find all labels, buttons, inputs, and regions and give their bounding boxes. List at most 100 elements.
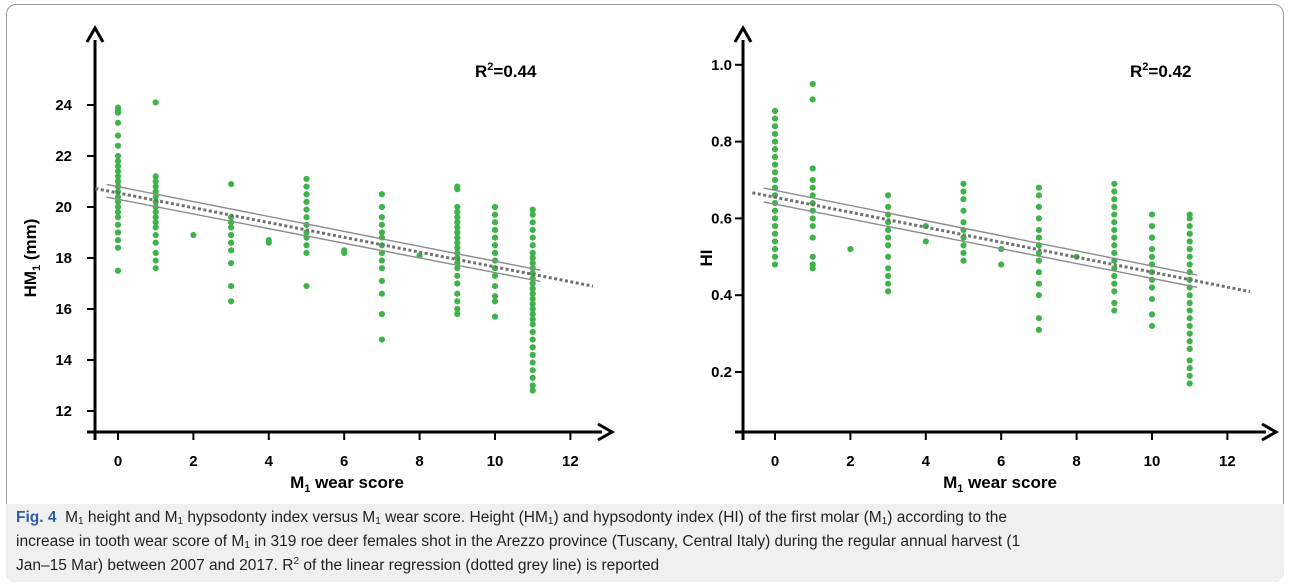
data-point — [491, 219, 499, 226]
x-tick-label: 0 — [114, 453, 122, 470]
data-point — [1148, 322, 1156, 330]
y-axis-arrowhead — [85, 24, 105, 43]
data-point — [378, 221, 385, 228]
data-point — [1186, 322, 1193, 330]
data-point — [152, 231, 159, 239]
data-point — [1148, 311, 1156, 318]
data-point — [454, 311, 461, 318]
x-tick-label: 10 — [1144, 453, 1161, 470]
data-point — [228, 239, 235, 246]
data-point — [114, 221, 122, 228]
caption-text: Jan–15 Mar) between 2007 and 2017. R — [16, 557, 294, 574]
caption-line-2: increase in tooth wear score of M1 in 31… — [16, 530, 1266, 554]
data-point — [529, 367, 536, 374]
data-point — [960, 196, 967, 203]
data-point — [1035, 292, 1042, 299]
data-point — [228, 260, 235, 267]
data-point — [491, 282, 499, 290]
data-point — [771, 146, 779, 153]
data-point — [771, 238, 779, 245]
data-point — [771, 261, 779, 268]
data-point — [491, 249, 499, 256]
y-ticks: 12 14 16 18 20 22 24 — [55, 97, 95, 420]
data-point — [529, 234, 536, 241]
data-point — [152, 249, 159, 256]
data-point — [1035, 192, 1042, 199]
data-point — [491, 293, 499, 300]
data-point — [114, 158, 122, 165]
y-tick-label: 0.2 — [711, 364, 732, 381]
data-point — [529, 260, 536, 267]
data-point — [114, 152, 122, 160]
data-point — [303, 206, 310, 213]
data-point — [341, 247, 348, 254]
data-point — [885, 234, 892, 241]
data-point — [529, 211, 536, 218]
x-axis-arrowhead — [597, 422, 616, 442]
x-axis-title: M1 wear score — [943, 473, 1057, 495]
caption-text: wear score. Height (HM — [380, 509, 548, 526]
data-point — [303, 183, 310, 190]
data-point — [771, 153, 779, 161]
data-point — [1148, 253, 1156, 260]
data-point — [228, 282, 235, 290]
data-point — [529, 206, 536, 213]
data-point — [1111, 280, 1118, 287]
data-point — [378, 203, 385, 211]
data-point — [529, 290, 536, 297]
data-point — [1186, 299, 1193, 306]
data-point — [114, 173, 122, 180]
x-tick-label: 4 — [922, 453, 931, 470]
caption-text: increase in tooth wear score of M — [16, 533, 245, 550]
y-tick-label: 22 — [55, 148, 72, 165]
data-point — [1111, 307, 1118, 314]
data-point — [228, 231, 235, 239]
data-point — [491, 298, 499, 305]
data-point — [960, 242, 967, 249]
data-point — [1186, 230, 1193, 237]
y-axis-arrowhead — [733, 24, 753, 43]
caption-sub: 1 — [881, 516, 888, 527]
data-points — [114, 99, 536, 394]
data-point — [529, 300, 536, 307]
confidence-band-upper — [106, 183, 541, 271]
data-point — [1186, 211, 1193, 218]
data-point — [809, 222, 816, 230]
data-point — [303, 249, 310, 256]
y-tick-label: 1.0 — [711, 57, 732, 74]
figure-caption-box: Fig. 4 M1 height and M1 hypsodonty index… — [6, 504, 1284, 582]
data-point — [1186, 365, 1193, 372]
x-tick-label: 6 — [997, 453, 1005, 470]
data-point — [378, 214, 385, 221]
data-point — [152, 209, 159, 216]
data-point — [1148, 211, 1156, 218]
y-tick-label: 24 — [55, 97, 72, 114]
data-point — [960, 249, 967, 257]
data-point — [1035, 184, 1042, 191]
regression-line — [752, 191, 1251, 294]
data-point — [1111, 299, 1118, 306]
caption-text: ) and hypsodonty index (HI) of the first… — [553, 509, 882, 526]
data-point — [809, 96, 816, 103]
data-point — [152, 265, 159, 272]
data-point — [152, 257, 159, 264]
caption-sub: 1 — [78, 516, 84, 527]
y-axis-title: HI — [697, 250, 716, 267]
data-point — [809, 184, 816, 191]
data-point — [1186, 338, 1193, 345]
figure-label: Fig. 4 — [16, 509, 57, 526]
y-tick-label: 0.4 — [711, 287, 733, 304]
data-point — [1111, 196, 1118, 203]
data-point — [1035, 257, 1042, 264]
regression — [752, 187, 1251, 294]
data-point — [454, 219, 461, 226]
x-tick-label: 10 — [487, 453, 504, 470]
data-point — [1148, 222, 1156, 230]
data-point — [809, 80, 816, 88]
data-point — [378, 257, 385, 264]
data-point — [771, 107, 779, 114]
data-point — [378, 290, 385, 297]
figure-caption: Fig. 4 M1 height and M1 hypsodonty index… — [16, 506, 1266, 578]
data-point — [114, 178, 122, 185]
caption-text: M — [65, 509, 79, 526]
